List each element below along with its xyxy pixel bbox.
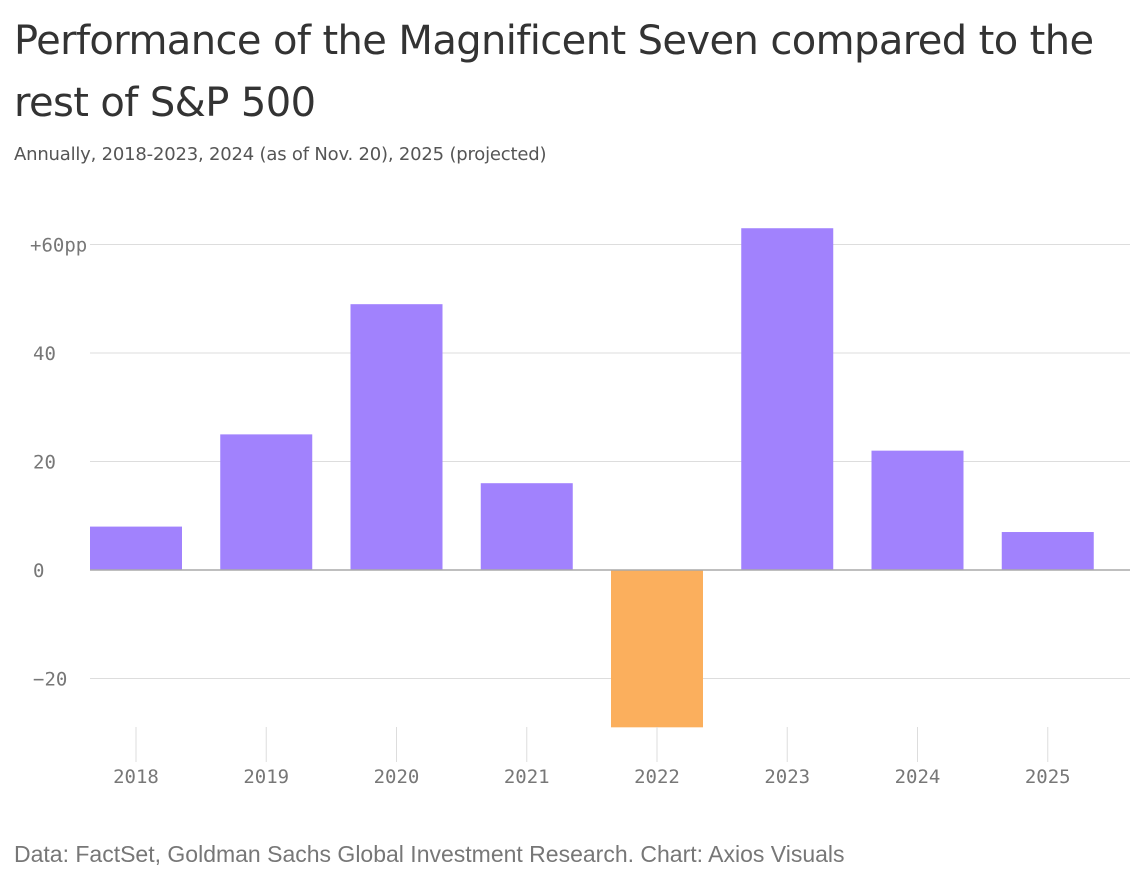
chart-title: Performance of the Magnificent Seven com… xyxy=(14,18,1094,126)
bars xyxy=(90,228,1094,728)
y-tick-label: 40 xyxy=(33,343,56,365)
chart-subtitle: Annually, 2018-2023, 2024 (as of Nov. 20… xyxy=(14,144,547,165)
x-axis-ticks: 2018 2019 2020 2021 2022 2023 2024 2025 xyxy=(113,727,1071,788)
bar-2018 xyxy=(90,526,182,570)
bar-2023 xyxy=(741,228,834,570)
bar-2020 xyxy=(350,304,443,570)
y-tick-label: 0 xyxy=(33,560,44,582)
bar-chart: 2018 2019 2020 2021 2022 2023 2024 2025 −20 0 20 4… xyxy=(30,228,1130,788)
x-tick-label-2020: 2020 xyxy=(374,766,420,788)
x-tick-label-2025: 2025 xyxy=(1025,766,1071,788)
y-tick-label: 20 xyxy=(33,452,56,474)
source-note: Data: FactSet, Goldman Sachs Global Inve… xyxy=(14,841,845,867)
bar-2025 xyxy=(1001,532,1094,570)
bar-2022 xyxy=(611,570,703,728)
bar-2021 xyxy=(480,483,573,570)
x-tick-label-2021: 2021 xyxy=(504,766,550,788)
bar-2019 xyxy=(220,434,313,570)
x-tick-label-2022: 2022 xyxy=(634,766,680,788)
x-tick-label-2024: 2024 xyxy=(895,766,941,788)
x-tick-label-2023: 2023 xyxy=(764,766,810,788)
bar-2024 xyxy=(871,450,964,570)
y-axis-labels: −20 0 20 40 +60pp xyxy=(30,235,87,691)
x-tick-label-2018: 2018 xyxy=(113,766,159,788)
y-tick-label: +60pp xyxy=(30,235,87,257)
y-tick-label: −20 xyxy=(33,669,67,691)
x-tick-label-2019: 2019 xyxy=(243,766,289,788)
